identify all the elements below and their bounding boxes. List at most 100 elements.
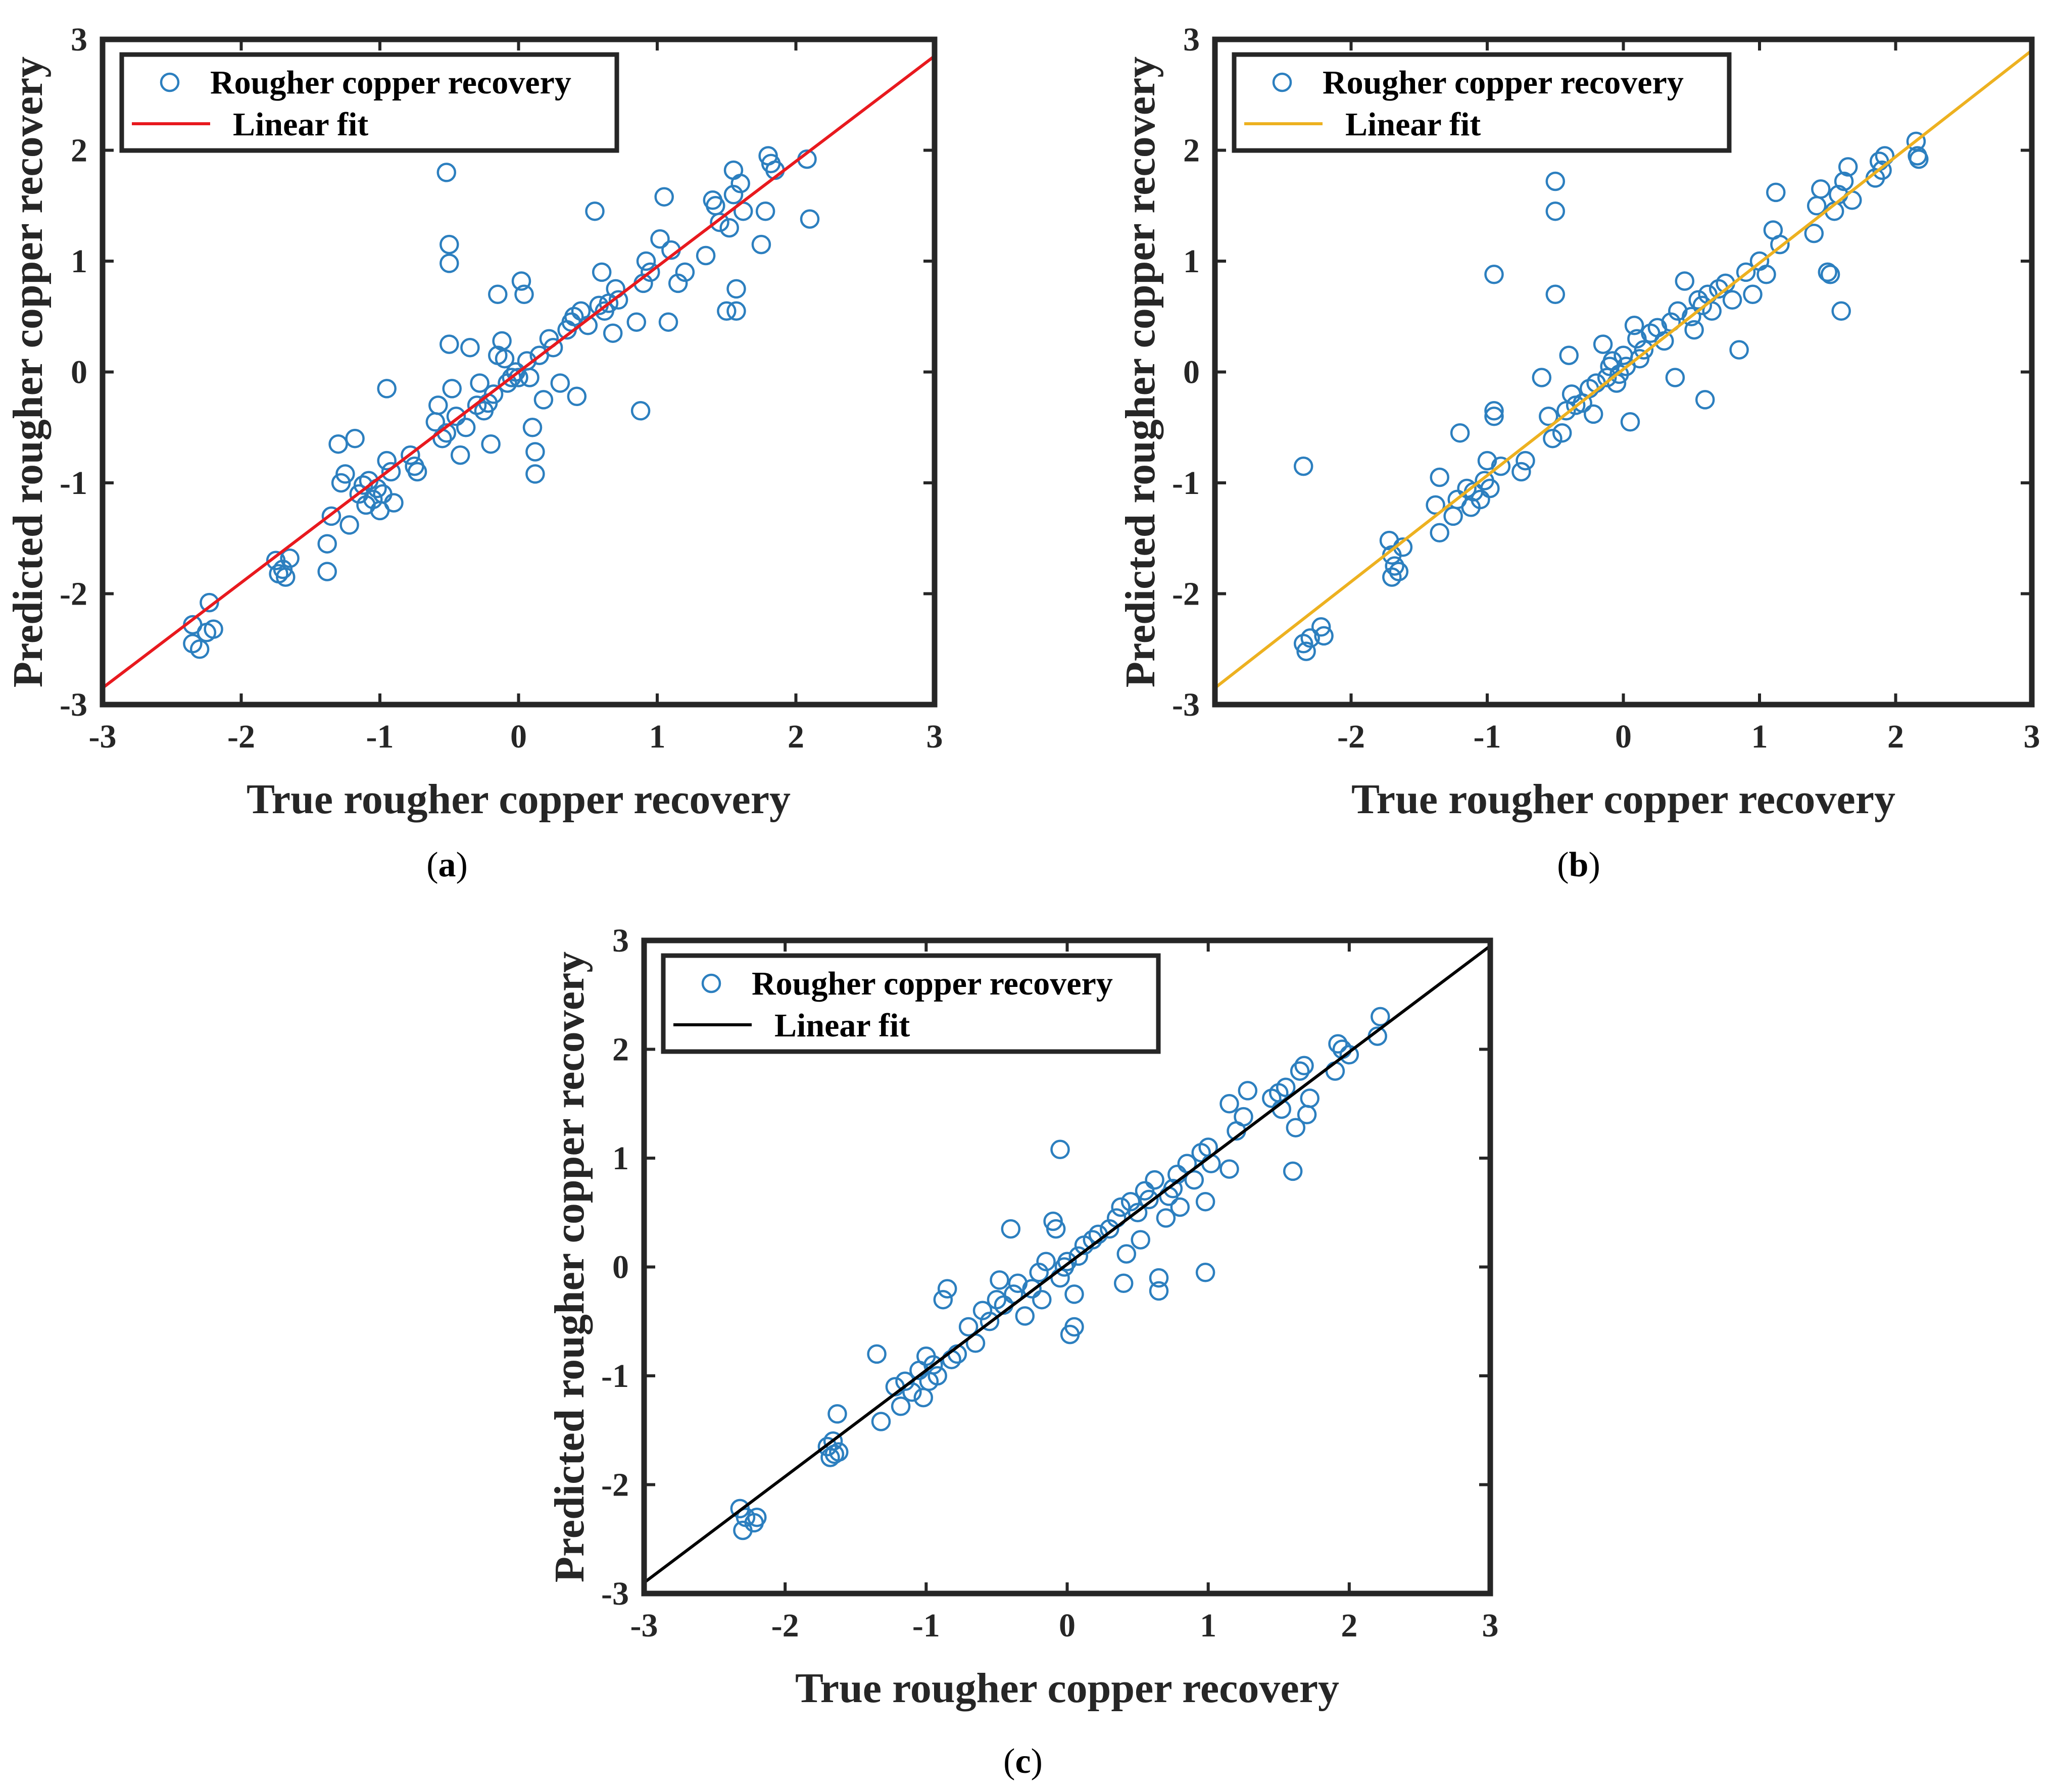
data-point <box>823 1431 843 1451</box>
data-point <box>1001 1219 1021 1239</box>
y-tick-label: 3 <box>1183 21 1200 58</box>
data-point <box>481 434 501 454</box>
data-point <box>1695 390 1715 410</box>
legend-entry-fit: Linear fit <box>1345 106 1481 143</box>
y-tick-label: 1 <box>1183 243 1200 280</box>
legend-box <box>1232 52 1732 153</box>
x-tick-label: 3 <box>1482 1607 1499 1644</box>
data-point <box>331 473 351 493</box>
data-point <box>1050 1139 1070 1160</box>
legend-box <box>661 953 1161 1054</box>
data-point <box>1736 262 1756 282</box>
data-point <box>1116 1244 1137 1264</box>
data-point <box>280 549 300 568</box>
data-point <box>1046 1219 1066 1239</box>
data-point <box>1532 368 1552 387</box>
x-tick-label: 0 <box>1615 718 1632 755</box>
y-tick-label: -1 <box>1172 465 1200 502</box>
x-tick-label: -2 <box>771 1607 799 1644</box>
data-point <box>1111 1197 1131 1217</box>
data-point <box>1120 1191 1141 1212</box>
data-point <box>717 301 737 321</box>
data-point <box>1100 1219 1119 1239</box>
data-point <box>1484 407 1504 426</box>
x-tick-label: 2 <box>788 718 804 755</box>
data-point <box>1184 1170 1204 1190</box>
data-point <box>522 418 543 437</box>
x-tick-label: 1 <box>649 718 666 755</box>
data-point <box>381 462 401 482</box>
data-point <box>1484 265 1504 284</box>
legend-entry-fit: Linear fit <box>233 106 368 143</box>
data-point <box>328 434 348 454</box>
data-point <box>1276 1077 1296 1098</box>
data-point <box>525 442 545 462</box>
data-point <box>1511 462 1531 482</box>
data-point <box>1831 301 1851 321</box>
data-point <box>1909 149 1929 169</box>
data-point <box>1064 1284 1084 1304</box>
data-point <box>937 1279 957 1299</box>
data-point <box>1283 1161 1303 1181</box>
data-point <box>1834 171 1854 191</box>
data-point <box>1484 401 1504 421</box>
data-point <box>470 373 490 393</box>
data-point <box>603 323 623 343</box>
y-tick-label: 1 <box>612 1140 629 1177</box>
data-point <box>1293 456 1313 476</box>
data-point <box>1804 223 1824 243</box>
data-point <box>1156 1208 1176 1228</box>
linear-fit-line <box>1215 49 2032 689</box>
data-point <box>339 515 359 535</box>
data-point <box>1491 456 1511 476</box>
data-point <box>384 493 404 513</box>
x-tick-label: 1 <box>1200 1607 1216 1644</box>
y-tick-label: 0 <box>71 354 87 391</box>
data-point <box>533 390 554 410</box>
data-point <box>923 1355 943 1375</box>
data-point <box>1234 1107 1253 1127</box>
panel-label: (b) <box>1557 845 1600 884</box>
data-point <box>829 1442 849 1462</box>
data-point <box>1036 1252 1056 1271</box>
y-tick-label: -1 <box>601 1358 629 1395</box>
y-tick-label: 1 <box>71 243 87 280</box>
y-tick-label: -2 <box>60 576 87 613</box>
y-tick-label: -2 <box>601 1467 629 1504</box>
data-point <box>1022 1279 1042 1299</box>
legend-entry-scatter: Rougher copper recovery <box>752 965 1113 1002</box>
data-point <box>630 401 651 421</box>
data-point <box>1820 265 1840 284</box>
y-tick-label: 0 <box>1183 354 1200 391</box>
data-point <box>747 1507 767 1527</box>
data-point <box>1057 1252 1077 1271</box>
data-point <box>1682 307 1701 327</box>
legend-entry-fit: Linear fit <box>774 1007 910 1044</box>
data-point <box>980 1312 1000 1331</box>
data-point <box>1128 1203 1148 1223</box>
data-point <box>1539 407 1558 426</box>
data-point <box>608 290 628 310</box>
x-tick-label: 2 <box>1341 1607 1357 1644</box>
data-point <box>317 534 337 554</box>
data-point <box>377 451 397 471</box>
data-point <box>567 386 587 407</box>
data-point <box>439 254 459 273</box>
data-point <box>1770 234 1790 255</box>
data-point <box>1195 1191 1215 1212</box>
data-point <box>1688 290 1708 310</box>
data-point <box>1675 271 1695 291</box>
data-point <box>1139 1189 1159 1210</box>
data-point <box>719 218 739 238</box>
data-point <box>668 273 688 293</box>
data-point <box>1766 182 1786 203</box>
data-point <box>1654 331 1674 351</box>
x-tick-label: 3 <box>926 718 943 755</box>
x-axis-title: True rougher copper recovery <box>1351 776 1895 823</box>
chart-panel-b: -2 -1 0 1 2 3 -3 -2 -1 0 1 2 3 True rougher copper re… <box>1117 21 2040 884</box>
data-point <box>335 464 355 484</box>
data-point <box>726 301 746 321</box>
data-point <box>1665 368 1685 387</box>
data-point <box>1838 157 1858 177</box>
data-point <box>1430 467 1449 487</box>
